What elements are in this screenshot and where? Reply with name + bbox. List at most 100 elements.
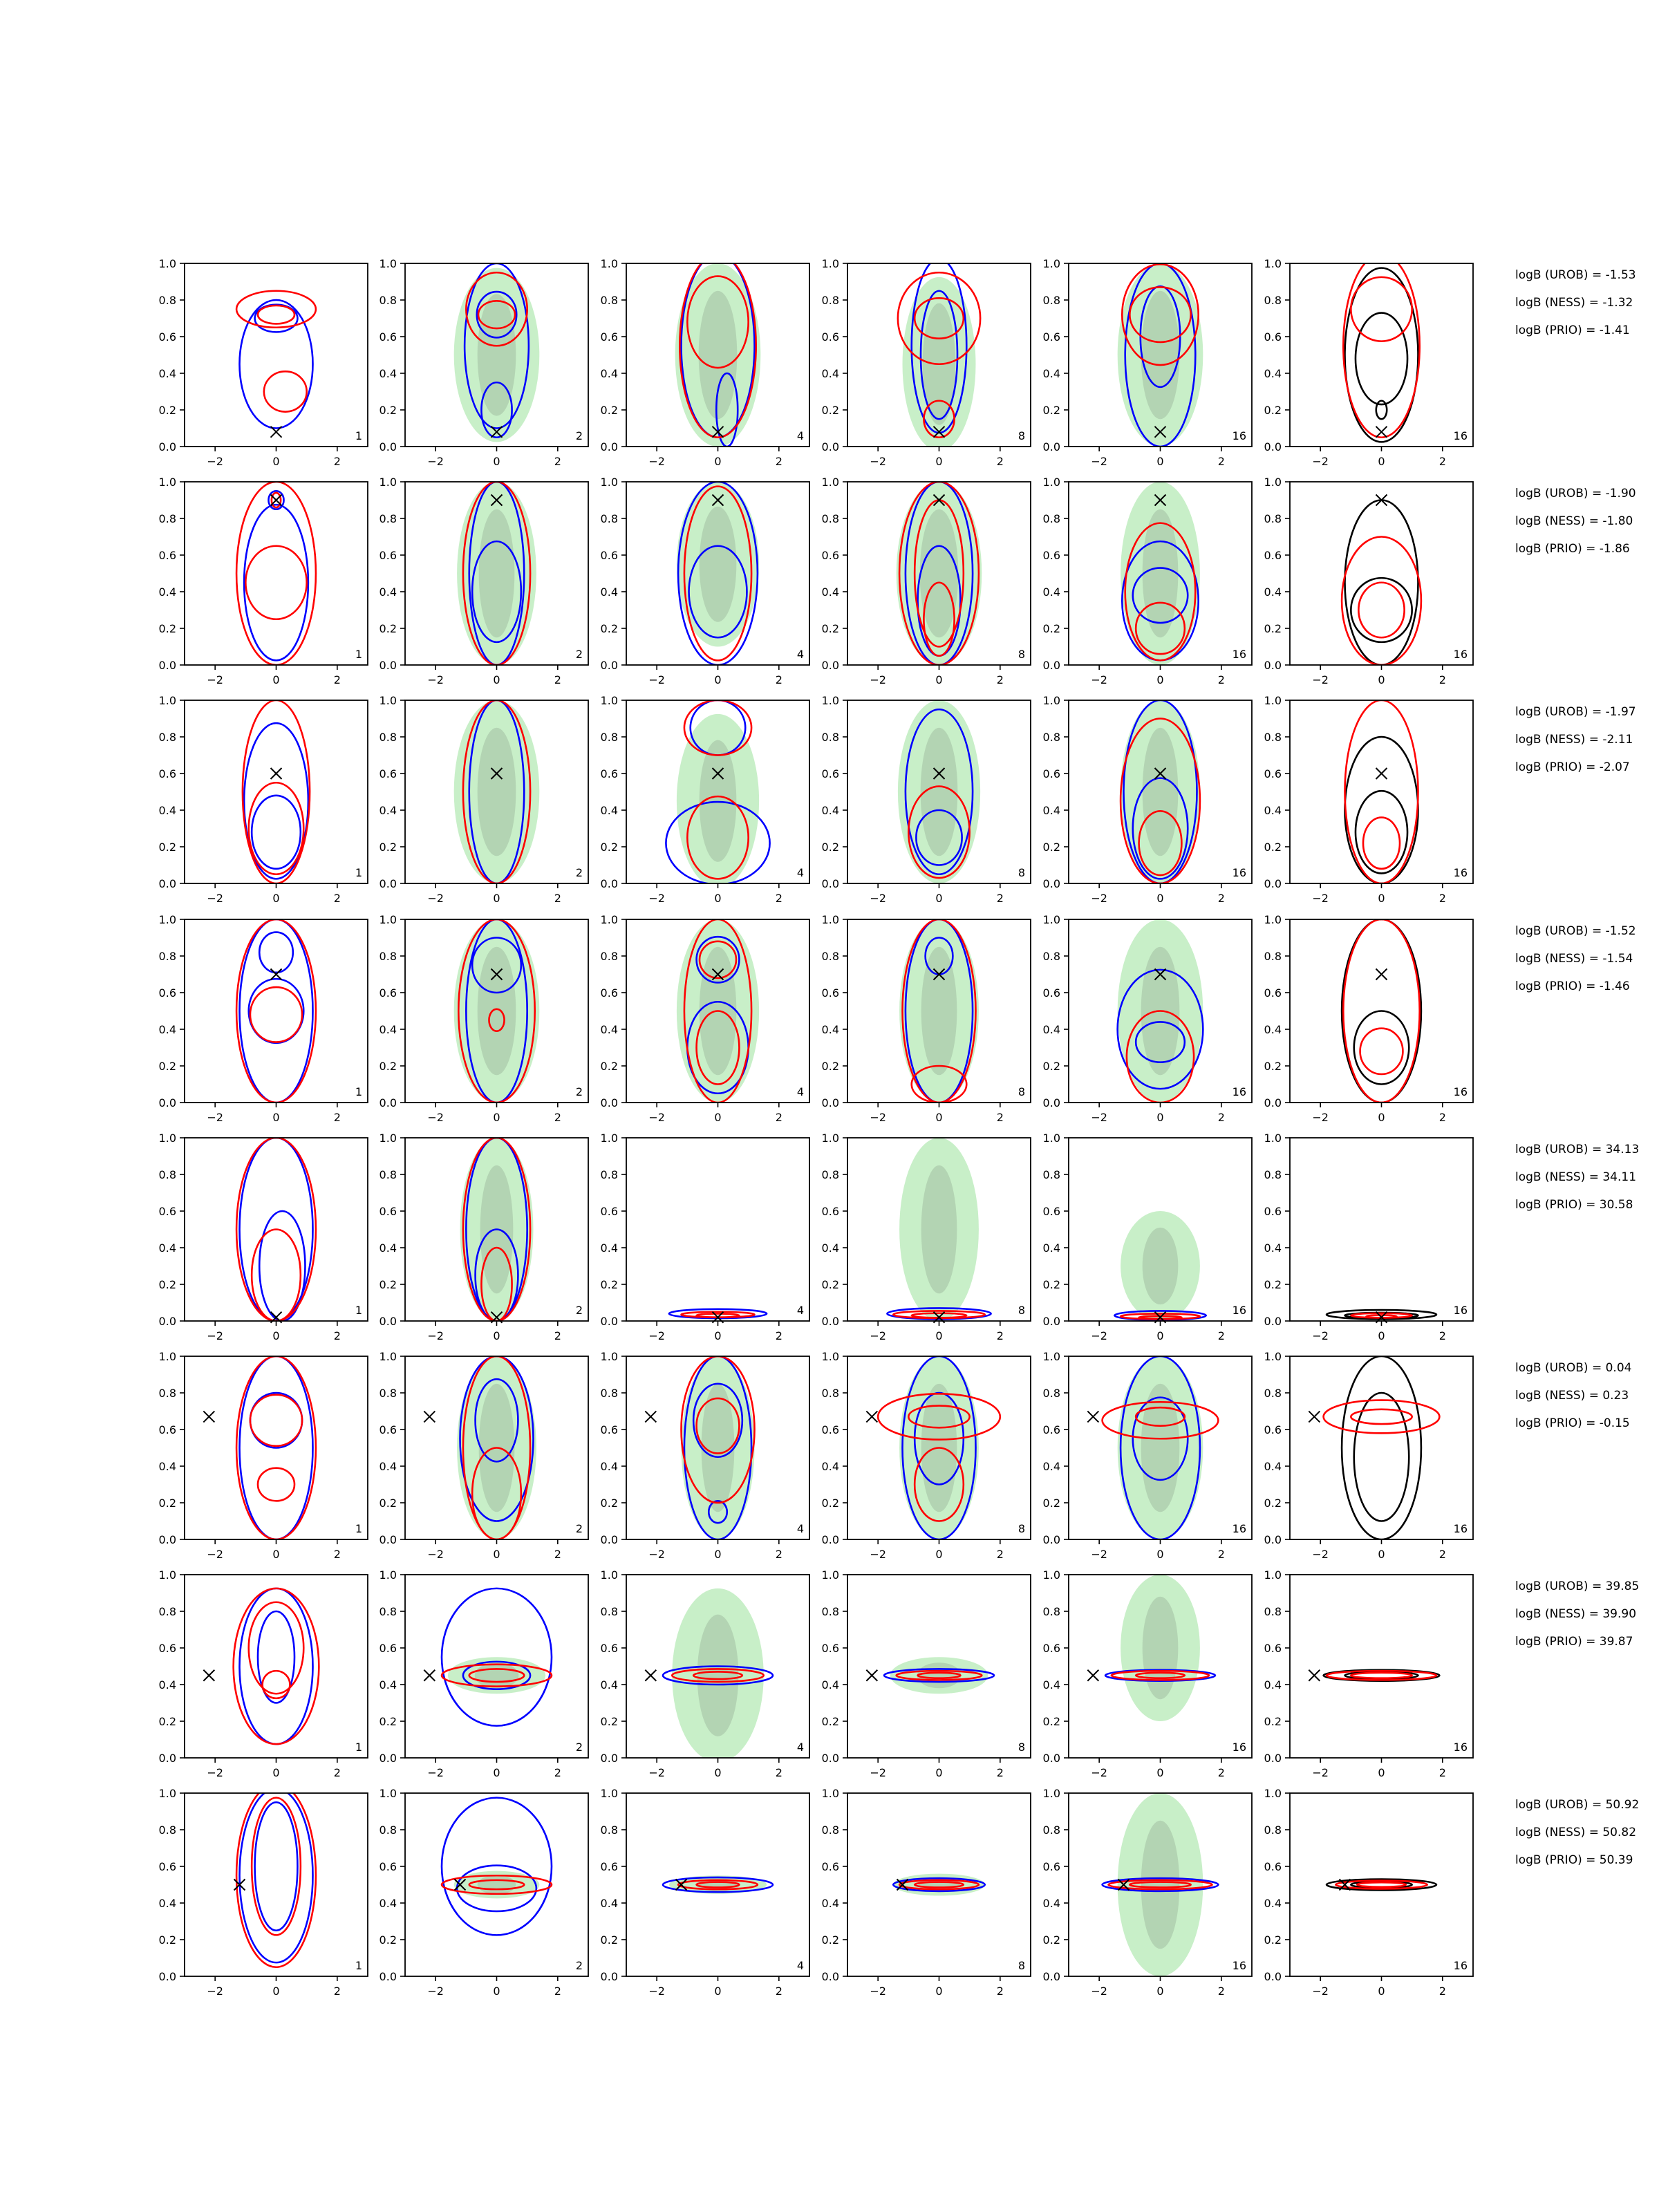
contour-red: [256, 1467, 296, 1502]
contour-red: [671, 1668, 765, 1683]
y-tick-label: 0.0: [1043, 659, 1060, 672]
y-tick-label: 0.0: [601, 877, 618, 890]
y-tick-label: 0.2: [601, 1060, 618, 1073]
x-tick-label: 2: [554, 1111, 561, 1124]
panel-number-label: 8: [1018, 648, 1025, 661]
contour-red: [698, 940, 738, 980]
x-tick-label: 0: [1378, 673, 1385, 686]
panel-r8-c6: 0.0 0.2 0.4 0.6 0.8 1.0 −2 0 2 16: [1264, 1787, 1474, 1998]
x-tick-label: 0: [1156, 673, 1163, 686]
x-tick-label: −2: [1091, 1111, 1107, 1124]
y-tick-label: 0.8: [601, 731, 618, 744]
x-tick-label: 0: [1378, 1111, 1385, 1124]
y-tick-label: 0.0: [822, 1533, 839, 1546]
y-tick-label: 0.4: [379, 1678, 397, 1691]
y-tick-label: 0.4: [601, 1023, 618, 1036]
y-tick-label: 0.2: [601, 1278, 618, 1291]
x-tick-label: 0: [935, 1548, 942, 1561]
true-value-marker: [1375, 968, 1388, 981]
contour-blue: [462, 1660, 532, 1690]
panel-number-label: 1: [355, 429, 362, 442]
contour-red: [897, 271, 982, 366]
y-tick-label: 0.6: [601, 1860, 618, 1873]
panel-r3-c1: 0.0 0.2 0.4 0.6 0.8 1.0 −2 0 2 1: [159, 694, 368, 905]
y-tick-label: 0.6: [601, 767, 618, 780]
true-value-marker: [453, 1878, 467, 1891]
panel-number-label: 8: [1018, 1304, 1025, 1317]
panel-number-label: 16: [1232, 648, 1246, 661]
y-tick-label: 0.2: [159, 1060, 176, 1073]
y-tick-label: 0.0: [379, 1533, 397, 1546]
y-tick-label: 0.2: [159, 1715, 176, 1728]
contour-black: [1354, 312, 1409, 406]
y-tick-label: 0.0: [159, 1315, 176, 1328]
true-value-marker: [1375, 494, 1388, 507]
y-tick-label: 1.0: [1264, 1568, 1282, 1582]
y-tick-label: 0.4: [822, 1023, 839, 1036]
panel-r7-c3: 0.0 0.2 0.4 0.6 0.8 1.0 −2 0 2 4: [601, 1568, 810, 1779]
true-value-marker: [1154, 968, 1167, 981]
x-tick-label: 2: [334, 1329, 341, 1342]
x-tick-label: −2: [427, 892, 444, 905]
y-tick-label: 0.2: [379, 622, 397, 635]
x-tick-label: 2: [1439, 1766, 1446, 1779]
density-fill-inner: [477, 727, 516, 856]
x-tick-label: 2: [776, 1985, 782, 1998]
y-tick-label: 0.2: [379, 404, 397, 417]
true-value-marker: [490, 767, 503, 780]
logb-annotation: logB (UROB) = -1.90: [1515, 487, 1636, 500]
y-tick-label: 0.6: [1264, 1205, 1282, 1218]
panel-r5-c3: 0.0 0.2 0.4 0.6 0.8 1.0 −2 0 2 4: [601, 1132, 810, 1342]
y-tick-label: 0.8: [822, 1168, 839, 1181]
density-fill-inner: [1142, 509, 1179, 638]
y-tick-label: 0.8: [1264, 512, 1282, 525]
axes-frame: [184, 919, 368, 1103]
y-tick-label: 0.8: [822, 294, 839, 307]
y-tick-label: 0.4: [159, 367, 176, 380]
y-tick-label: 0.6: [1264, 1642, 1282, 1655]
axes-frame: [1289, 1574, 1474, 1759]
y-tick-label: 1.0: [1264, 1787, 1282, 1800]
contour-red: [1119, 718, 1201, 883]
x-tick-label: −2: [207, 1548, 223, 1561]
y-tick-label: 1.0: [1043, 1132, 1060, 1145]
contour-blue: [465, 1138, 528, 1321]
y-tick-label: 1.0: [601, 1787, 618, 1800]
logb-annotation: logB (UROB) = 0.04: [1515, 1361, 1631, 1375]
true-value-marker: [203, 1410, 216, 1423]
y-tick-label: 0.2: [159, 404, 176, 417]
contour-blue: [892, 1877, 986, 1893]
x-tick-label: −2: [648, 1329, 665, 1342]
contour-red: [913, 297, 965, 339]
true-value-marker: [675, 1878, 688, 1891]
y-tick-label: 0.6: [822, 549, 839, 562]
true-value-marker: [711, 968, 724, 981]
logb-annotation: logB (UROB) = 50.92: [1515, 1798, 1639, 1812]
x-tick-label: 0: [714, 673, 721, 686]
contour-red: [1359, 1027, 1404, 1076]
y-tick-label: 0.6: [379, 986, 397, 1000]
contour-red: [908, 785, 971, 879]
y-tick-label: 0.6: [159, 767, 176, 780]
y-tick-label: 0.4: [159, 1897, 176, 1910]
contour-red: [247, 1601, 305, 1695]
y-tick-label: 0.4: [1043, 585, 1060, 599]
panel-r2-c2: 0.0 0.2 0.4 0.6 0.8 1.0 −2 0 2 2: [379, 476, 589, 686]
true-value-marker: [711, 426, 724, 438]
density-fill-inner: [1141, 1383, 1180, 1512]
contour-blue: [904, 919, 974, 1103]
y-tick-label: 0.4: [1264, 585, 1282, 599]
y-tick-label: 0.6: [159, 1860, 176, 1873]
density-fill-inner: [698, 290, 738, 420]
panel-number-label: 8: [1018, 1741, 1025, 1754]
y-tick-label: 0.2: [379, 1497, 397, 1510]
y-tick-label: 0.8: [1043, 950, 1060, 963]
panel-number-label: 2: [576, 866, 583, 879]
y-tick-label: 0.6: [379, 1860, 397, 1873]
contour-blue: [480, 381, 513, 439]
contour-red: [471, 1447, 523, 1539]
logb-annotation: logB (NESS) = -2.11: [1515, 733, 1633, 747]
panel-r6-c2: 0.0 0.2 0.4 0.6 0.8 1.0 −2 0 2 2: [379, 1350, 589, 1561]
x-tick-label: 0: [493, 1111, 500, 1124]
y-tick-label: 0.6: [159, 330, 176, 344]
